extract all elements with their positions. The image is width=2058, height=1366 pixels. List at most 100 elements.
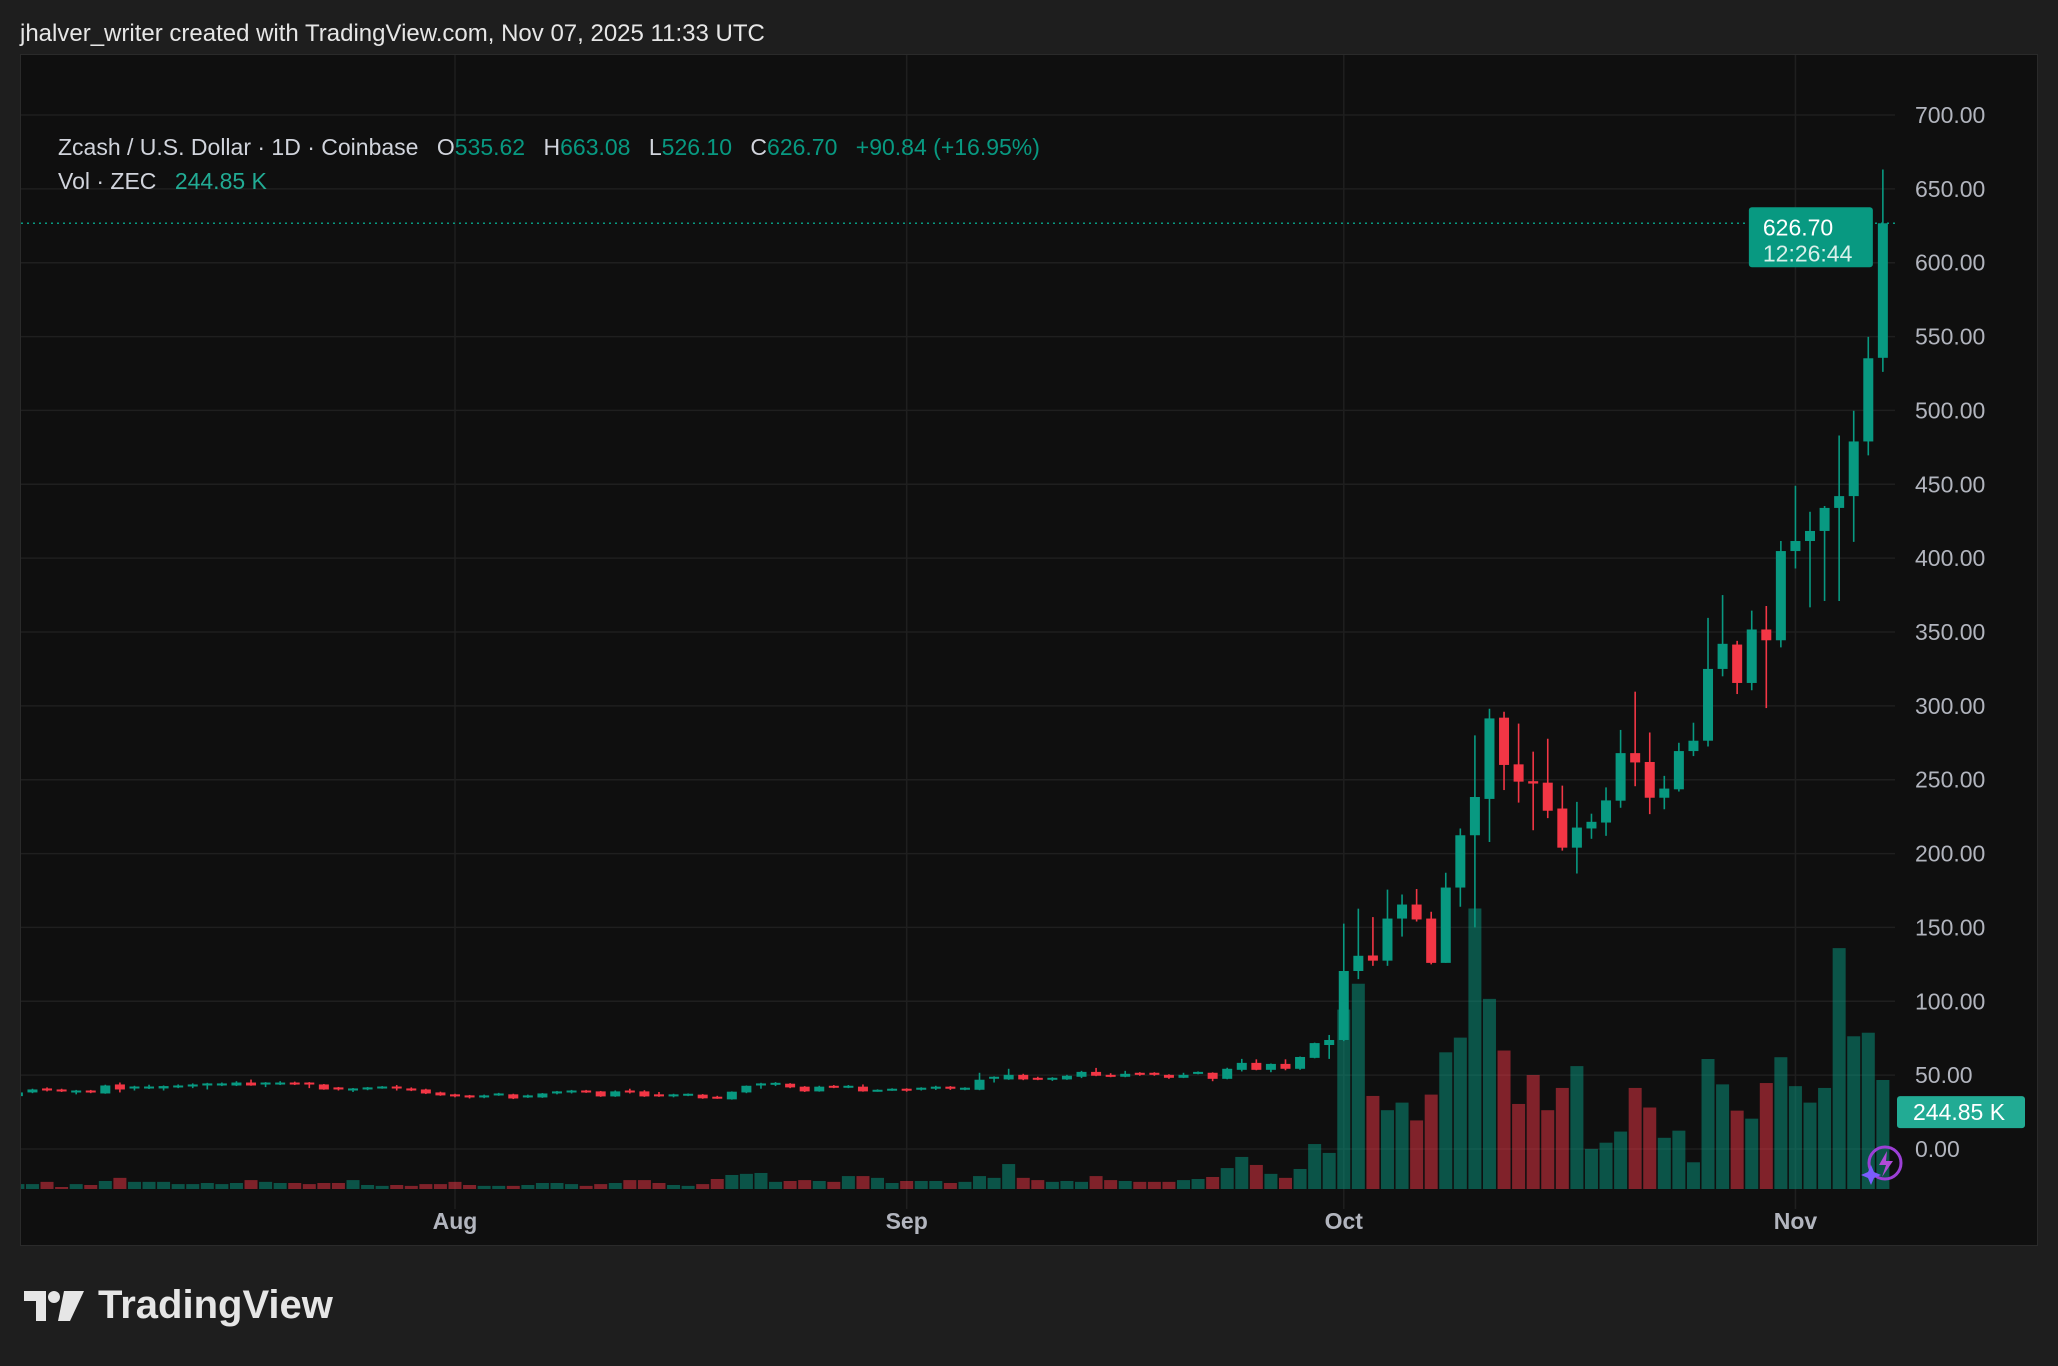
candle-body: [1877, 223, 1888, 358]
candle-body: [1484, 718, 1495, 799]
grid-lines: [21, 55, 1895, 1209]
price-tick-label: 400.00: [1915, 545, 1985, 571]
candle-body: [231, 1082, 242, 1086]
symbol-label[interactable]: Zcash / U.S. Dollar · 1D · Coinbase: [58, 134, 419, 160]
low-value: 526.10: [661, 134, 733, 160]
candle-body: [1295, 1056, 1306, 1069]
volume-bar: [69, 1184, 83, 1189]
candle-body: [1746, 629, 1757, 683]
chart-panel[interactable]: 0.00 50.00 100.00 150.00 200.00 250.00 300.00 3…: [20, 54, 2038, 1246]
candle-body: [100, 1085, 111, 1094]
candle-body: [1790, 541, 1801, 552]
candle-body: [1528, 781, 1539, 784]
candle-body: [1673, 751, 1684, 790]
candle-body: [362, 1087, 373, 1090]
volume-bar: [1133, 1181, 1147, 1189]
volume-bar: [943, 1182, 957, 1189]
volume-bar: [739, 1173, 753, 1189]
candle-body: [755, 1083, 766, 1086]
volume-bar: [200, 1182, 214, 1189]
candle-body: [814, 1086, 825, 1092]
candle-body: [216, 1083, 227, 1086]
candle-body: [246, 1082, 257, 1086]
volume-bar: [565, 1184, 579, 1189]
candle-body: [595, 1091, 606, 1097]
candle-body: [1819, 507, 1830, 531]
volume-bar: [1526, 1075, 1540, 1189]
bar-countdown: 12:26:44: [1763, 240, 1853, 266]
candle-body: [1601, 800, 1612, 823]
volume-bar: [1075, 1181, 1089, 1189]
volume-bar: [667, 1184, 681, 1189]
volume-bar: [798, 1180, 812, 1189]
volume-bar: [448, 1181, 462, 1189]
candle-body: [1061, 1075, 1072, 1080]
volume-bar: [827, 1181, 841, 1189]
volume-bar: [1045, 1181, 1059, 1189]
last-price-value: 626.70: [1763, 214, 1833, 240]
candle-body: [144, 1086, 155, 1089]
volume-bar: [623, 1180, 637, 1189]
candle-body: [1513, 764, 1524, 782]
sparkle-lightning-icon[interactable]: [1861, 1145, 1903, 1185]
candle-body: [639, 1091, 650, 1097]
legend: Zcash / U.S. Dollar · 1D · Coinbase O535…: [58, 130, 1040, 198]
volume-bar: [1308, 1144, 1322, 1189]
candle-body: [726, 1091, 737, 1100]
tradingview-logo-icon: [24, 1290, 84, 1321]
candle-body: [1542, 782, 1553, 811]
price-axis: 0.00 50.00 100.00 150.00 200.00 250.00 300.00 3…: [1915, 102, 1985, 1162]
volume-bar: [1643, 1107, 1657, 1189]
volume-bar: [259, 1181, 273, 1189]
volume-bar: [419, 1184, 433, 1189]
candle-body: [1688, 740, 1699, 752]
candle-body: [566, 1090, 577, 1093]
candle-body: [857, 1086, 868, 1092]
volume-bar: [783, 1180, 797, 1189]
volume-bar: [1060, 1180, 1074, 1189]
candle-body: [1426, 918, 1437, 963]
volume-bar: [1089, 1176, 1103, 1189]
candle-body: [610, 1091, 621, 1097]
candle-body: [1659, 788, 1670, 798]
volume-bar: [1118, 1180, 1132, 1189]
candle-body: [377, 1086, 388, 1089]
candle-body: [1003, 1074, 1014, 1080]
candle-body: [318, 1084, 329, 1090]
volume-bar: [1818, 1087, 1832, 1189]
time-tick-label: Sep: [886, 1208, 928, 1234]
volume-bar: [346, 1180, 360, 1189]
volume-bar: [506, 1185, 520, 1189]
candle-body: [1018, 1074, 1029, 1080]
volume-bar: [273, 1182, 287, 1189]
candle-body: [1455, 835, 1466, 888]
candle-body: [785, 1083, 796, 1088]
volume-tag: [1897, 1096, 2025, 1129]
volume-bar: [55, 1186, 69, 1189]
candle-body: [901, 1088, 912, 1091]
candle-body: [1091, 1071, 1102, 1076]
volume-bar: [1191, 1178, 1205, 1189]
candle-body: [1863, 358, 1874, 442]
volume-bar: [871, 1177, 885, 1189]
volume-bar: [1410, 1120, 1424, 1189]
candle-body: [1717, 643, 1728, 669]
candle-body: [202, 1083, 213, 1086]
volume-bar: [973, 1176, 987, 1189]
volume-bar: [1745, 1118, 1759, 1189]
candle-body: [697, 1094, 708, 1099]
tradingview-logo[interactable]: TradingView: [24, 1283, 333, 1328]
volume-bar: [1220, 1168, 1234, 1189]
volume-bar: [477, 1185, 491, 1189]
candlestick-chart[interactable]: 0.00 50.00 100.00 150.00 200.00 250.00 300.00 3…: [21, 55, 2037, 1245]
candle-body: [1076, 1071, 1087, 1077]
candle-body: [27, 1089, 38, 1093]
candle-body: [1397, 904, 1408, 919]
volume-label[interactable]: Vol · ZEC: [58, 168, 157, 194]
volume-bar: [127, 1181, 141, 1189]
volume-bar: [608, 1182, 622, 1189]
candle-body: [275, 1082, 286, 1085]
high-value: 663.08: [560, 134, 631, 160]
volume-bar: [1759, 1083, 1773, 1189]
candle-body: [989, 1076, 1000, 1079]
